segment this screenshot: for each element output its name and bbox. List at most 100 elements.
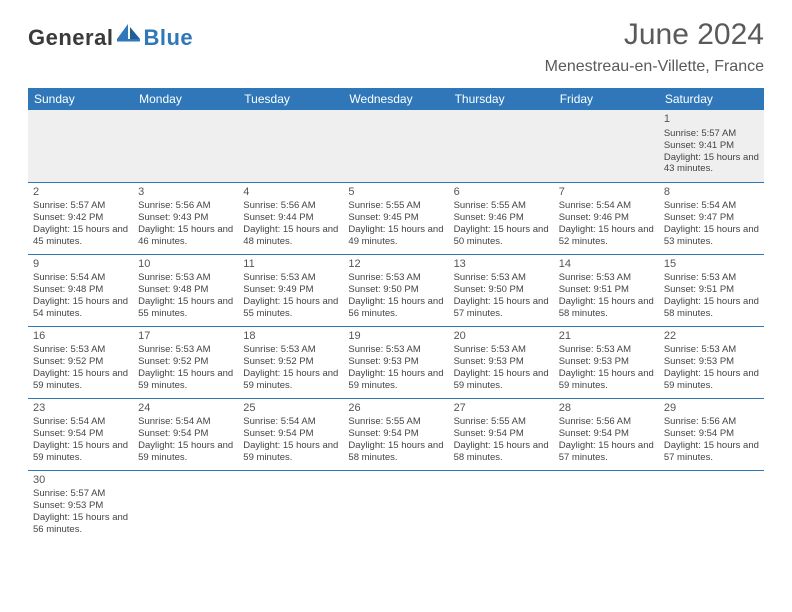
day-number: 28 — [559, 402, 654, 416]
day-number: 23 — [33, 402, 128, 416]
calendar-cell: 8Sunrise: 5:54 AMSunset: 9:47 PMDaylight… — [659, 182, 764, 254]
calendar-cell: 23Sunrise: 5:54 AMSunset: 9:54 PMDayligh… — [28, 398, 133, 470]
sunrise-line: Sunrise: 5:53 AM — [454, 344, 549, 356]
sunrise-line: Sunrise: 5:53 AM — [243, 272, 338, 284]
sunset-line: Sunset: 9:53 PM — [559, 356, 654, 368]
day-number: 26 — [348, 402, 443, 416]
daylight-line: Daylight: 15 hours and 58 minutes. — [454, 440, 549, 464]
day-header: Friday — [554, 88, 659, 110]
calendar-cell — [133, 110, 238, 182]
sunset-line: Sunset: 9:42 PM — [33, 212, 128, 224]
calendar-cell: 19Sunrise: 5:53 AMSunset: 9:53 PMDayligh… — [343, 326, 448, 398]
daylight-line: Daylight: 15 hours and 53 minutes. — [664, 224, 759, 248]
sunrise-line: Sunrise: 5:54 AM — [243, 416, 338, 428]
daylight-line: Daylight: 15 hours and 59 minutes. — [33, 440, 128, 464]
calendar-cell — [343, 110, 448, 182]
sunrise-line: Sunrise: 5:54 AM — [138, 416, 233, 428]
calendar-cell — [238, 110, 343, 182]
daylight-line: Daylight: 15 hours and 57 minutes. — [559, 440, 654, 464]
sunset-line: Sunset: 9:54 PM — [559, 428, 654, 440]
sunset-line: Sunset: 9:54 PM — [138, 428, 233, 440]
day-number: 13 — [454, 258, 549, 272]
logo-sail-icon — [117, 24, 141, 47]
calendar-cell: 1Sunrise: 5:57 AMSunset: 9:41 PMDaylight… — [659, 110, 764, 182]
sunset-line: Sunset: 9:50 PM — [348, 284, 443, 296]
logo: General Blue — [28, 24, 193, 51]
day-number: 15 — [664, 258, 759, 272]
sunrise-line: Sunrise: 5:55 AM — [454, 200, 549, 212]
day-number: 16 — [33, 330, 128, 344]
day-number: 1 — [664, 113, 759, 127]
day-number: 5 — [348, 186, 443, 200]
daylight-line: Daylight: 15 hours and 57 minutes. — [454, 296, 549, 320]
calendar-row: 16Sunrise: 5:53 AMSunset: 9:52 PMDayligh… — [28, 326, 764, 398]
day-header: Saturday — [659, 88, 764, 110]
calendar-row: 23Sunrise: 5:54 AMSunset: 9:54 PMDayligh… — [28, 398, 764, 470]
calendar-cell: 20Sunrise: 5:53 AMSunset: 9:53 PMDayligh… — [449, 326, 554, 398]
calendar-cell: 3Sunrise: 5:56 AMSunset: 9:43 PMDaylight… — [133, 182, 238, 254]
sunset-line: Sunset: 9:46 PM — [559, 212, 654, 224]
sunrise-line: Sunrise: 5:56 AM — [138, 200, 233, 212]
sunset-line: Sunset: 9:45 PM — [348, 212, 443, 224]
daylight-line: Daylight: 15 hours and 50 minutes. — [454, 224, 549, 248]
sunrise-line: Sunrise: 5:53 AM — [33, 344, 128, 356]
sunrise-line: Sunrise: 5:54 AM — [33, 416, 128, 428]
calendar-cell: 9Sunrise: 5:54 AMSunset: 9:48 PMDaylight… — [28, 254, 133, 326]
sunset-line: Sunset: 9:48 PM — [33, 284, 128, 296]
daylight-line: Daylight: 15 hours and 59 minutes. — [33, 368, 128, 392]
sunrise-line: Sunrise: 5:54 AM — [559, 200, 654, 212]
calendar-cell — [133, 470, 238, 542]
sunset-line: Sunset: 9:53 PM — [33, 500, 128, 512]
calendar-row: 2Sunrise: 5:57 AMSunset: 9:42 PMDaylight… — [28, 182, 764, 254]
sunset-line: Sunset: 9:51 PM — [559, 284, 654, 296]
sunset-line: Sunset: 9:48 PM — [138, 284, 233, 296]
calendar-cell: 26Sunrise: 5:55 AMSunset: 9:54 PMDayligh… — [343, 398, 448, 470]
sunset-line: Sunset: 9:53 PM — [664, 356, 759, 368]
calendar-body: 1Sunrise: 5:57 AMSunset: 9:41 PMDaylight… — [28, 110, 764, 542]
sunset-line: Sunset: 9:52 PM — [243, 356, 338, 368]
sunset-line: Sunset: 9:44 PM — [243, 212, 338, 224]
calendar-row: 1Sunrise: 5:57 AMSunset: 9:41 PMDaylight… — [28, 110, 764, 182]
calendar-cell: 7Sunrise: 5:54 AMSunset: 9:46 PMDaylight… — [554, 182, 659, 254]
day-number: 20 — [454, 330, 549, 344]
sunrise-line: Sunrise: 5:57 AM — [33, 488, 128, 500]
day-number: 21 — [559, 330, 654, 344]
daylight-line: Daylight: 15 hours and 46 minutes. — [138, 224, 233, 248]
day-header: Sunday — [28, 88, 133, 110]
day-number: 4 — [243, 186, 338, 200]
day-header: Wednesday — [343, 88, 448, 110]
calendar-cell: 17Sunrise: 5:53 AMSunset: 9:52 PMDayligh… — [133, 326, 238, 398]
calendar-cell: 12Sunrise: 5:53 AMSunset: 9:50 PMDayligh… — [343, 254, 448, 326]
daylight-line: Daylight: 15 hours and 57 minutes. — [664, 440, 759, 464]
daylight-line: Daylight: 15 hours and 58 minutes. — [559, 296, 654, 320]
calendar-cell: 2Sunrise: 5:57 AMSunset: 9:42 PMDaylight… — [28, 182, 133, 254]
calendar-cell — [449, 470, 554, 542]
sunrise-line: Sunrise: 5:56 AM — [664, 416, 759, 428]
sunrise-line: Sunrise: 5:55 AM — [348, 416, 443, 428]
day-number: 9 — [33, 258, 128, 272]
day-number: 29 — [664, 402, 759, 416]
sunset-line: Sunset: 9:54 PM — [454, 428, 549, 440]
sunrise-line: Sunrise: 5:56 AM — [559, 416, 654, 428]
calendar-cell: 13Sunrise: 5:53 AMSunset: 9:50 PMDayligh… — [449, 254, 554, 326]
daylight-line: Daylight: 15 hours and 43 minutes. — [664, 152, 759, 176]
sunrise-line: Sunrise: 5:53 AM — [348, 272, 443, 284]
calendar-cell: 28Sunrise: 5:56 AMSunset: 9:54 PMDayligh… — [554, 398, 659, 470]
sunrise-line: Sunrise: 5:57 AM — [664, 128, 759, 140]
day-header: Tuesday — [238, 88, 343, 110]
day-number: 24 — [138, 402, 233, 416]
sunset-line: Sunset: 9:53 PM — [348, 356, 443, 368]
sunset-line: Sunset: 9:51 PM — [664, 284, 759, 296]
calendar-cell: 24Sunrise: 5:54 AMSunset: 9:54 PMDayligh… — [133, 398, 238, 470]
sunrise-line: Sunrise: 5:53 AM — [559, 272, 654, 284]
daylight-line: Daylight: 15 hours and 52 minutes. — [559, 224, 654, 248]
calendar-cell — [449, 110, 554, 182]
daylight-line: Daylight: 15 hours and 59 minutes. — [243, 368, 338, 392]
daylight-line: Daylight: 15 hours and 55 minutes. — [138, 296, 233, 320]
sunset-line: Sunset: 9:47 PM — [664, 212, 759, 224]
day-number: 6 — [454, 186, 549, 200]
calendar-cell: 14Sunrise: 5:53 AMSunset: 9:51 PMDayligh… — [554, 254, 659, 326]
daylight-line: Daylight: 15 hours and 58 minutes. — [664, 296, 759, 320]
sunrise-line: Sunrise: 5:53 AM — [664, 344, 759, 356]
location: Menestreau-en-Villette, France — [545, 58, 764, 76]
